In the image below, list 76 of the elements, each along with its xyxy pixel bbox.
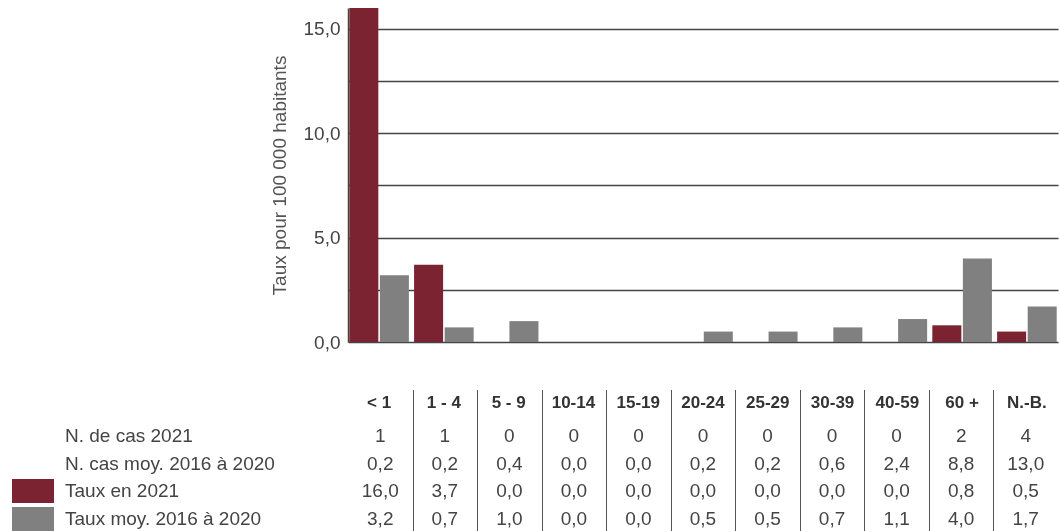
text: 0 (567, 424, 581, 448)
data-label: 0,0 (624, 479, 653, 503)
data-label: 1,1 (882, 506, 911, 531)
x-tick-label: 40-59 (875, 392, 920, 412)
bar (379, 275, 409, 342)
text: 0,0 (559, 451, 589, 476)
x-tick-label: 5 - 9 (491, 392, 526, 412)
legend-label: Taux en 2021 (65, 479, 180, 503)
data-label: 16,0 (360, 479, 400, 503)
data-label: 1,0 (495, 506, 524, 531)
bar (962, 258, 992, 342)
y-axis-title: Taux pour 100 000 habitants (268, 55, 290, 296)
bar (1027, 306, 1057, 342)
bar (997, 331, 1027, 342)
data-label: 0,5 (688, 506, 718, 531)
bar (414, 264, 444, 342)
data-label: 0,0 (624, 506, 653, 531)
text: 4 (1019, 424, 1032, 448)
y-tick-label: 5,0 (314, 227, 341, 249)
text: 0,2 (688, 451, 718, 476)
bar (703, 331, 733, 342)
data-label: 0,0 (495, 479, 524, 503)
text: 0 (632, 424, 645, 448)
bar (768, 331, 798, 342)
text: N. de cas 2021 (65, 424, 193, 448)
text: 0,4 (495, 451, 524, 476)
data-label: 4,0 (946, 506, 976, 531)
x-tick-label: 30-39 (810, 392, 855, 412)
text: 13,0 (1006, 451, 1046, 476)
text: 0 (503, 424, 516, 448)
x-tick-label: < 1 (367, 392, 392, 412)
text: 2 (954, 424, 968, 448)
data-label: 0,8 (946, 479, 976, 503)
text: 0 (696, 424, 710, 448)
y-tick-label: 10,0 (303, 122, 341, 144)
y-tick-label: 0,0 (314, 331, 341, 353)
data-label: 0,7 (430, 506, 459, 531)
data-label: 0,5 (1011, 479, 1040, 503)
x-tick-label: 60 + (945, 392, 979, 412)
x-tick-label: 25-29 (746, 392, 790, 412)
x-tick-label: 1 - 4 (426, 392, 462, 412)
data-label: 0,7 (817, 506, 847, 531)
x-tick-label: N.-B. (1007, 392, 1047, 412)
data-label: 0,0 (688, 479, 718, 503)
bar (444, 327, 474, 342)
x-tick-label: 20-24 (681, 392, 726, 412)
y-tick-label: 15,0 (303, 18, 341, 40)
data-label: 0,0 (559, 506, 589, 531)
text: 0,6 (817, 451, 847, 476)
data-label: 3,2 (366, 506, 395, 531)
text: N. cas moy. 2016 à 2020 (65, 451, 275, 476)
bar (509, 321, 539, 342)
data-label: 0,0 (882, 479, 911, 503)
data-label: 0,0 (817, 479, 847, 503)
text: 0 (761, 424, 774, 448)
bar (898, 319, 928, 342)
data-label: 0,5 (753, 506, 782, 531)
text: 0,0 (624, 451, 653, 476)
bar (932, 325, 962, 342)
text: 1 (438, 424, 452, 448)
x-tick-label: 15-19 (616, 392, 660, 412)
text: 0,2 (366, 451, 395, 476)
data-label: 1,7 (1011, 506, 1040, 531)
text: 8,8 (946, 451, 976, 476)
text: 0,2 (753, 451, 782, 476)
text: 0 (890, 424, 903, 448)
x-tick-label: 10-14 (551, 392, 596, 412)
text: 0,2 (430, 451, 459, 476)
legend-label: Taux moy. 2016 à 2020 (65, 506, 262, 531)
data-label: 3,7 (430, 479, 459, 503)
text: 2,4 (882, 451, 911, 476)
data-label: 0,0 (753, 479, 782, 503)
data-label: 0,0 (559, 479, 589, 503)
text: 1 (373, 424, 387, 448)
text: 0 (825, 424, 839, 448)
bar (833, 327, 863, 342)
